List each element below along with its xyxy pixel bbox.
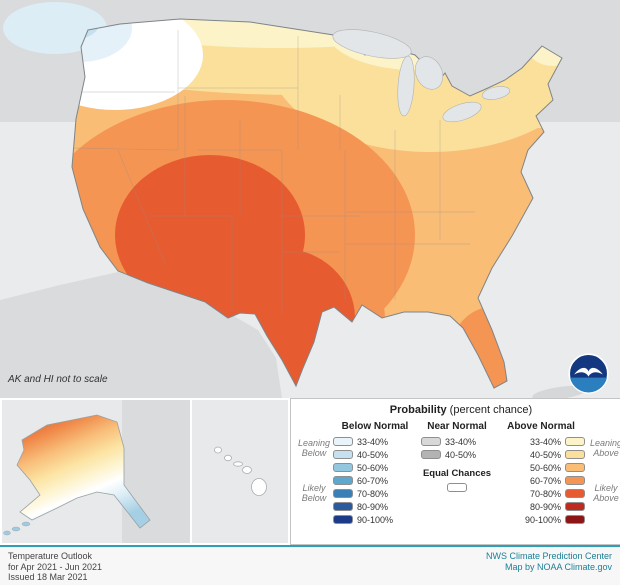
legend-row: 40-50% <box>421 448 493 461</box>
us-map-svg <box>0 0 620 398</box>
legend-swatch <box>333 450 353 459</box>
legend-label: 90-100% <box>524 514 561 525</box>
hawaii-inset <box>192 398 290 545</box>
footer-line-issued: Issued 18 Mar 2021 <box>8 572 88 582</box>
legend-row: 40-50% <box>497 448 585 461</box>
legend-side-labels-right: Leaning Above Likely Above <box>585 421 620 527</box>
hawaii-map-svg <box>192 400 288 543</box>
footer-line-period: for Apr 2021 - Jun 2021 <box>8 561 103 572</box>
legend-label: 50-60% <box>357 462 389 473</box>
legend-label: 33-40% <box>357 436 389 447</box>
equal-chances-swatch-wrap <box>421 483 493 494</box>
legend-label: 33-40% <box>445 436 477 447</box>
legend-swatch <box>333 489 353 498</box>
leaning-above-label: Leaning Above <box>589 438 620 458</box>
legend-swatch <box>565 515 585 524</box>
legend-title-suffix: (percent chance) <box>446 404 533 416</box>
legend-panel: Probability (percent chance) Leaning Bel… <box>290 398 620 545</box>
legend-label: 50-60% <box>529 462 561 473</box>
legend-row: 70-80% <box>333 487 417 500</box>
legend-swatch <box>333 476 353 485</box>
legend-swatch <box>421 450 441 459</box>
legend-label: 60-70% <box>529 475 561 486</box>
legend-row: 90-100% <box>333 513 417 526</box>
legend-swatch <box>333 502 353 511</box>
leaning-below-label: Leaning Below <box>297 438 331 458</box>
likely-above-label: Likely Above <box>593 483 619 503</box>
legend-column-near: Near Normal 33-40% 40-50% Equal Chances <box>421 421 493 527</box>
legend-row: 33-40% <box>333 435 417 448</box>
near-normal-header: Near Normal <box>427 421 487 432</box>
equal-chances-label: Equal Chances <box>422 468 492 479</box>
legend-label: 70-80% <box>357 488 389 499</box>
legend-label: 90-100% <box>357 514 394 525</box>
legend-swatch <box>565 437 585 446</box>
above-normal-header: Above Normal <box>507 421 575 432</box>
legend-row: 80-90% <box>333 500 417 513</box>
footer-line-title: Temperature Outlook <box>8 551 93 561</box>
legend-row: 90-100% <box>497 513 585 526</box>
legend-label: 33-40% <box>529 436 561 447</box>
legend-side-labels-left: Leaning Below Likely Below <box>295 421 333 527</box>
equal-chances-swatch <box>447 483 467 492</box>
legend-row: 33-40% <box>497 435 585 448</box>
legend-swatch <box>565 463 585 472</box>
legend-label: 80-90% <box>529 501 561 512</box>
legend-label: 40-50% <box>529 449 561 460</box>
alaska-map-svg <box>2 400 190 543</box>
legend-swatch <box>565 450 585 459</box>
legend-column-below: Below Normal 33-40% 40-50% 50-60% 60-70% 70-… <box>333 421 417 527</box>
legend-swatch <box>333 437 353 446</box>
near-normal-rows: 33-40% 40-50% <box>421 435 493 461</box>
footer-line-climategov: Map by NOAA Climate.gov <box>504 562 612 572</box>
legend-label: 60-70% <box>357 475 389 486</box>
noaa-logo <box>568 353 609 394</box>
legend-row: 50-60% <box>333 461 417 474</box>
legend-row: 60-70% <box>497 474 585 487</box>
alaska-inset <box>0 398 192 545</box>
legend-swatch <box>565 476 585 485</box>
legend-row: 70-80% <box>497 487 585 500</box>
footer-attribution-right: NWS Climate Prediction Center Map by NOA… <box>486 551 612 573</box>
legend-row: 40-50% <box>333 448 417 461</box>
legend-swatch <box>565 489 585 498</box>
legend-swatch <box>333 515 353 524</box>
main-map: AK and HI not to scale <box>0 0 620 398</box>
legend-column-above: Above Normal 33-40% 40-50% 50-60% 60-70% 70-… <box>497 421 585 527</box>
below-normal-header: Below Normal <box>341 421 409 432</box>
legend-title: Probability (percent chance) <box>295 404 620 418</box>
legend-swatch <box>333 463 353 472</box>
legend-swatch <box>565 502 585 511</box>
legend-row: 33-40% <box>421 435 493 448</box>
legend-row: 60-70% <box>333 474 417 487</box>
footer-attribution-left: Temperature Outlook for Apr 2021 - Jun 2… <box>8 551 102 583</box>
footer: Temperature Outlook for Apr 2021 - Jun 2… <box>0 545 620 585</box>
legend-label: 70-80% <box>529 488 561 499</box>
below-normal-rows: 33-40% 40-50% 50-60% 60-70% 70-80% 80-90% 90-1… <box>333 435 417 526</box>
legend-label: 40-50% <box>445 449 477 460</box>
inset-note: AK and HI not to scale <box>8 374 108 385</box>
legend-title-word: Probability <box>389 404 447 416</box>
legend-grid: Leaning Below Likely Below Below Normal … <box>295 421 620 527</box>
likely-below-label: Likely Below <box>301 483 327 503</box>
legend-swatch <box>421 437 441 446</box>
bottom-row: Probability (percent chance) Leaning Bel… <box>0 398 620 545</box>
noaa-logo-icon <box>568 353 609 394</box>
legend-label: 80-90% <box>357 501 389 512</box>
legend-label: 40-50% <box>357 449 389 460</box>
above-normal-rows: 33-40% 40-50% 50-60% 60-70% 70-80% 80-90% 90-1… <box>497 435 585 526</box>
footer-line-cpc: NWS Climate Prediction Center <box>485 551 612 561</box>
legend-row: 80-90% <box>497 500 585 513</box>
legend-row: 50-60% <box>497 461 585 474</box>
